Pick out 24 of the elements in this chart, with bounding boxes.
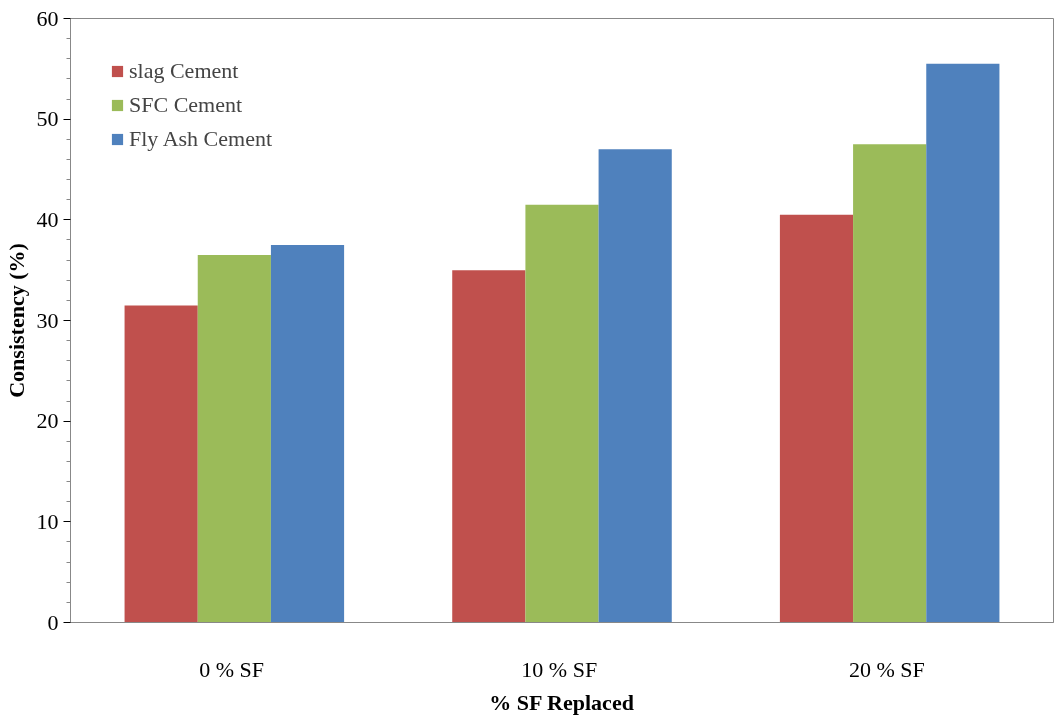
y-tick-label: 40 — [36, 206, 59, 232]
y-tick-label: 60 — [36, 5, 59, 31]
legend-label: SFC Cement — [129, 92, 243, 118]
y-axis-title: Consistency (%) — [3, 243, 29, 398]
bar — [853, 144, 927, 623]
x-axis-title: % SF Replaced — [489, 689, 634, 715]
bar — [525, 204, 599, 623]
bar — [124, 305, 198, 623]
x-tick-label: 20 % SF — [849, 656, 925, 682]
x-tick-label: 0 % SF — [199, 656, 264, 682]
bar — [598, 149, 672, 623]
bar — [270, 245, 345, 623]
y-tick-label: 50 — [36, 106, 59, 132]
bar — [926, 63, 1000, 623]
y-tick-label: 10 — [36, 508, 59, 534]
y-tick-label: 20 — [36, 408, 59, 434]
bar — [452, 270, 526, 623]
x-tick-label: 10 % SF — [521, 656, 598, 682]
y-tick-label: 30 — [36, 307, 59, 333]
bar — [197, 255, 271, 623]
legend-label: Fly Ash Cement — [129, 126, 273, 152]
legend-label: slag Cement — [129, 58, 239, 84]
y-tick-label: 0 — [47, 609, 59, 635]
bar — [779, 214, 854, 623]
